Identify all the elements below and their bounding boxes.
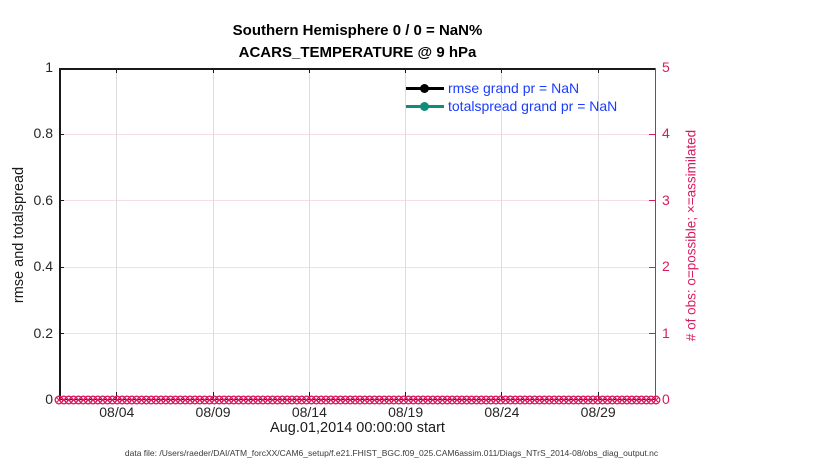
- x-tick-label: 08/24: [484, 404, 520, 420]
- rmse-dot-icon: [420, 83, 429, 93]
- legend-item-rmse: rmse grand pr = NaN: [406, 79, 617, 97]
- bottom-tick: [597, 392, 599, 400]
- left-tick: [59, 333, 64, 335]
- y-tick-label-left: 1: [45, 59, 53, 75]
- h-gridline: [59, 200, 656, 202]
- bottom-tick: [405, 392, 407, 400]
- bottom-tick: [116, 392, 118, 400]
- totalspread-line-sample: [406, 101, 444, 111]
- left-tick: [59, 266, 64, 268]
- v-gridline: [501, 68, 503, 400]
- x-tick-label: 08/29: [580, 404, 616, 420]
- x-tick-label: 08/14: [291, 404, 327, 420]
- legend: rmse grand pr = NaN totalspread grand pr…: [406, 79, 617, 115]
- x-tick-label: 08/04: [99, 404, 135, 420]
- bottom-tick: [308, 392, 310, 400]
- v-gridline: [308, 68, 310, 400]
- top-tick: [116, 68, 118, 73]
- x-axis-label: Aug.01,2014 00:00:00 start: [270, 420, 445, 436]
- y-axis-label-right: # of obs: o=possible; ×=assimilated: [683, 129, 699, 342]
- y-tick-label-left: 0.8: [33, 125, 53, 142]
- right-tick: [649, 333, 656, 335]
- legend-label-rmse: rmse grand pr = NaN: [448, 80, 580, 96]
- h-gridline: [59, 133, 656, 135]
- y-tick-label-right: 1: [662, 324, 670, 341]
- bottom-spine: [59, 398, 656, 400]
- y-tick-label-right: 3: [662, 191, 670, 208]
- right-spine: [654, 68, 656, 400]
- right-tick: [649, 266, 656, 268]
- y-tick-label-left: 0.2: [33, 324, 53, 341]
- y-tick-label-right: 0: [662, 391, 670, 407]
- rmse-line-sample: [406, 83, 444, 93]
- y-tick-label-left: 0.6: [33, 191, 53, 208]
- v-gridline: [405, 68, 407, 400]
- legend-label-totalspread: totalspread grand pr = NaN: [448, 98, 618, 114]
- top-tick: [501, 68, 503, 73]
- top-tick: [212, 68, 214, 73]
- top-tick: [405, 68, 407, 73]
- y-tick-label-left: 0: [45, 391, 53, 407]
- x-tick-label: 08/09: [195, 404, 231, 420]
- v-gridline: [212, 68, 214, 400]
- v-gridline: [116, 68, 118, 400]
- bottom-tick: [212, 392, 214, 400]
- bottom-tick: [501, 392, 503, 400]
- chart-title-line2: ACARS_TEMPERATURE @ 9 hPa: [238, 44, 477, 61]
- left-tick: [59, 133, 64, 135]
- v-gridline: [597, 68, 599, 400]
- left-tick: [59, 200, 64, 202]
- right-tick: [649, 200, 656, 202]
- h-gridline: [59, 333, 656, 335]
- totalspread-dot-icon: [420, 101, 429, 111]
- legend-item-totalspread: totalspread grand pr = NaN: [406, 97, 617, 115]
- chart-title-line1: Southern Hemisphere 0 / 0 = NaN%: [232, 22, 483, 39]
- h-gridline: [59, 266, 656, 268]
- left-spine: [59, 68, 61, 400]
- data-file-caption: data file: /Users/raeder/DAI/ATM_forcXX/…: [124, 448, 659, 458]
- x-tick-label: 08/19: [388, 404, 424, 420]
- y-tick-label-right: 2: [662, 258, 670, 275]
- plot-area: [59, 68, 656, 400]
- y-axis-label-left: rmse and totalspread: [11, 166, 27, 304]
- right-tick: [649, 133, 656, 135]
- y-tick-label-right: 4: [662, 125, 670, 142]
- top-tick: [308, 68, 310, 73]
- top-spine: [59, 68, 656, 70]
- top-tick: [597, 68, 599, 73]
- y-tick-label-right: 5: [662, 59, 670, 75]
- y-tick-label-left: 0.4: [33, 258, 53, 275]
